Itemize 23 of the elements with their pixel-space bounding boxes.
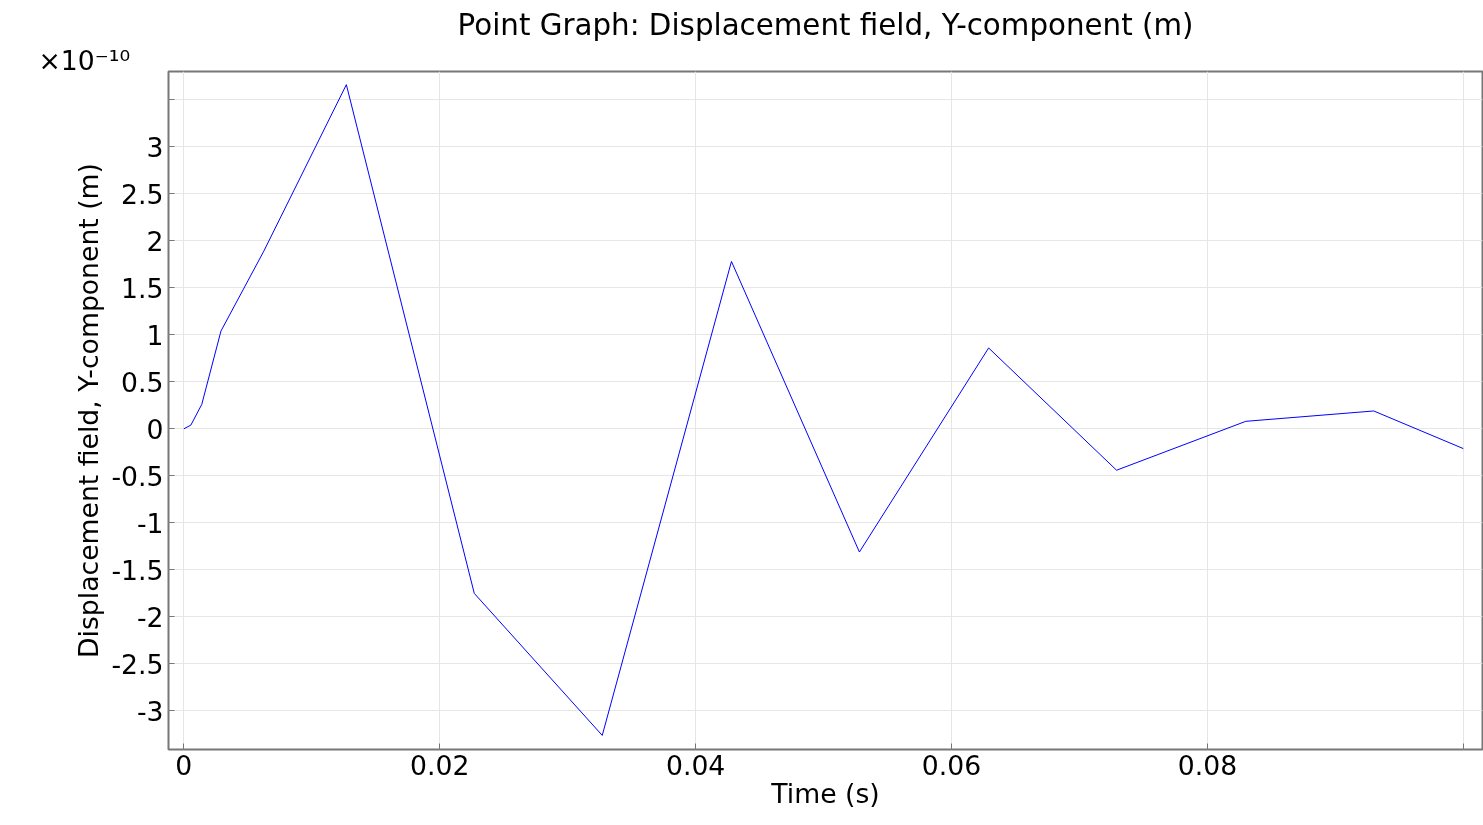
y-tick-label: -0.5 xyxy=(111,460,164,492)
x-tick-label: 0.02 xyxy=(410,749,470,781)
x-tick-label: 0.04 xyxy=(665,749,726,781)
y-tick-label: -2.5 xyxy=(111,648,164,680)
y-tick-label: 3 xyxy=(146,131,164,163)
y-tick-label: 0 xyxy=(146,413,164,445)
y-tick-label: 0.5 xyxy=(121,366,164,398)
x-tick-label: 0 xyxy=(175,749,193,781)
y-tick-label: -1 xyxy=(136,507,164,539)
chart-title: Point Graph: Displacement field, Y-component (m) xyxy=(457,7,1194,42)
text: ×10⁻¹⁰ xyxy=(38,44,131,76)
y-tick-label: 1 xyxy=(146,319,164,351)
y-tick-label: 2.5 xyxy=(121,178,164,210)
y-tick-label: -2 xyxy=(136,601,164,633)
y-axis-title: Displacement field, Y-component (m) xyxy=(73,163,105,658)
y-tick-label: 2 xyxy=(146,225,164,257)
y-tick-label: -1.5 xyxy=(111,554,164,586)
x-axis-title: Time (s) xyxy=(770,777,880,809)
x-tick-label: 0.08 xyxy=(1177,749,1238,781)
line-series xyxy=(183,84,1464,736)
y-tick-label: -3 xyxy=(136,695,164,727)
y-tick-label: 1.5 xyxy=(121,272,164,304)
x-tick-label: 0.06 xyxy=(921,749,982,781)
